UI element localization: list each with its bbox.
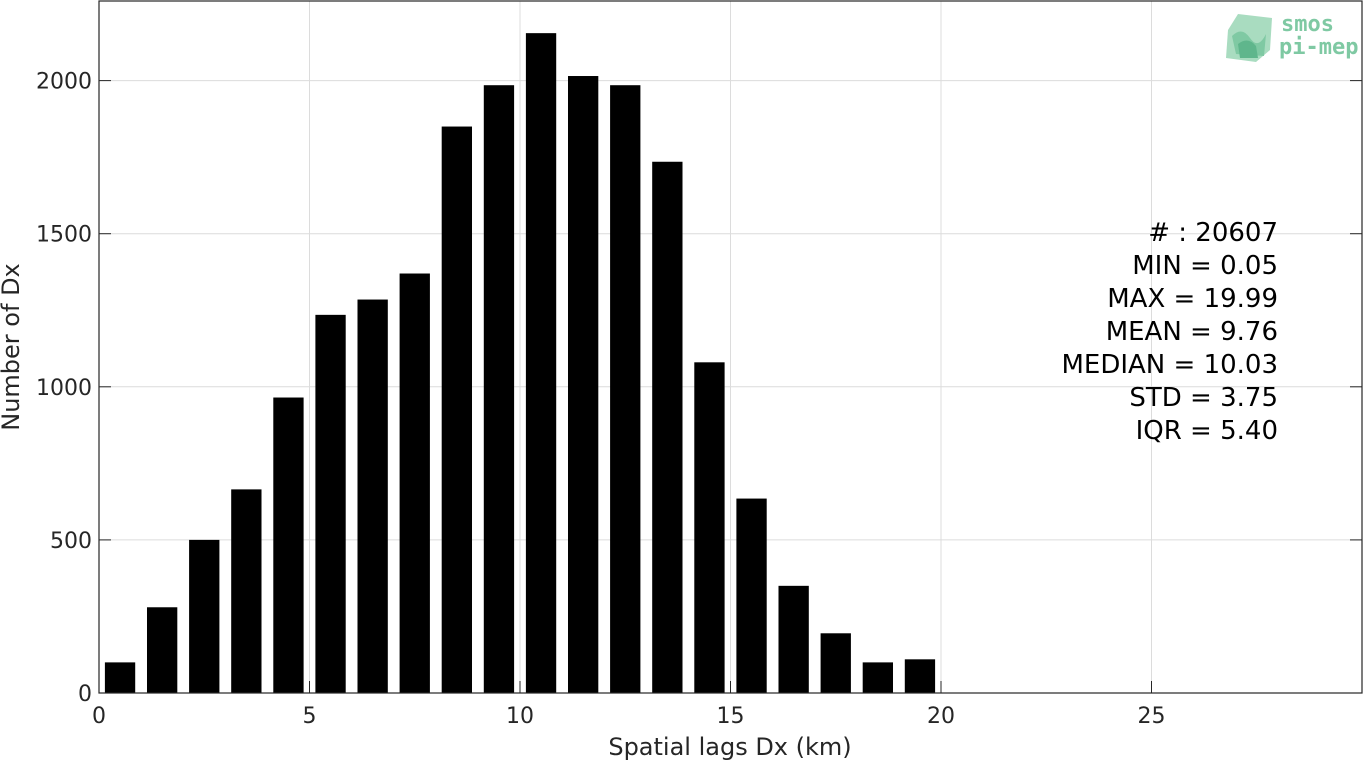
logo-mark-icon	[1226, 14, 1272, 62]
histogram-bar	[610, 85, 641, 693]
x-tick-label: 5	[303, 704, 317, 729]
x-axis-title: Spatial lags Dx (km)	[608, 733, 851, 761]
y-tick-label: 0	[78, 682, 92, 707]
histogram-bar	[104, 662, 136, 693]
stats-line: IQR = 5.40	[1136, 416, 1278, 446]
x-tick-label: 10	[506, 704, 534, 729]
y-tick-label: 2000	[36, 70, 92, 95]
logo-text-line1: smos	[1281, 12, 1334, 37]
stats-line: MEAN = 9.76	[1106, 317, 1278, 347]
histogram-bar	[736, 498, 767, 693]
histogram-bar	[357, 299, 388, 693]
y-axis-title: Number of Dx	[0, 263, 25, 430]
histogram-bar	[273, 397, 304, 693]
y-axis-ticks: 0 500 1000 1500 2000	[36, 70, 1362, 707]
x-tick-label: 15	[717, 704, 745, 729]
histogram-bar	[694, 362, 725, 693]
stats-line: MEDIAN = 10.03	[1061, 350, 1278, 380]
histogram-bar	[189, 539, 220, 693]
y-tick-label: 500	[50, 529, 92, 554]
histogram-bar	[146, 607, 178, 693]
histogram-bar	[778, 585, 809, 693]
histogram-bar	[652, 161, 683, 694]
x-axis-ticks: 0 5 10 15 20 25	[92, 681, 1166, 729]
histogram-bar	[315, 314, 346, 693]
y-tick-label: 1500	[36, 223, 92, 248]
x-tick-label: 25	[1138, 704, 1166, 729]
smos-pi-mep-logo: smos pi-mep	[1226, 12, 1358, 62]
logo-text-line2: pi-mep	[1279, 35, 1358, 60]
x-tick-label: 20	[927, 704, 955, 729]
stats-line: # : 20607	[1148, 218, 1278, 248]
stats-line: MAX = 19.99	[1107, 284, 1278, 314]
x-tick-label: 0	[92, 704, 106, 729]
histogram-bar	[820, 633, 851, 693]
stats-line: STD = 3.75	[1129, 383, 1278, 413]
y-tick-label: 1000	[36, 376, 92, 401]
histogram-bar	[441, 126, 473, 694]
histogram-bar	[399, 273, 430, 693]
histogram-bar	[231, 489, 262, 693]
histogram-bar	[862, 662, 894, 693]
histogram-bar	[567, 76, 599, 693]
histogram-bar	[483, 85, 515, 693]
bars	[104, 33, 936, 694]
histogram-bar	[525, 33, 557, 693]
histogram-bar	[904, 659, 936, 693]
stats-line: MIN = 0.05	[1132, 251, 1278, 281]
